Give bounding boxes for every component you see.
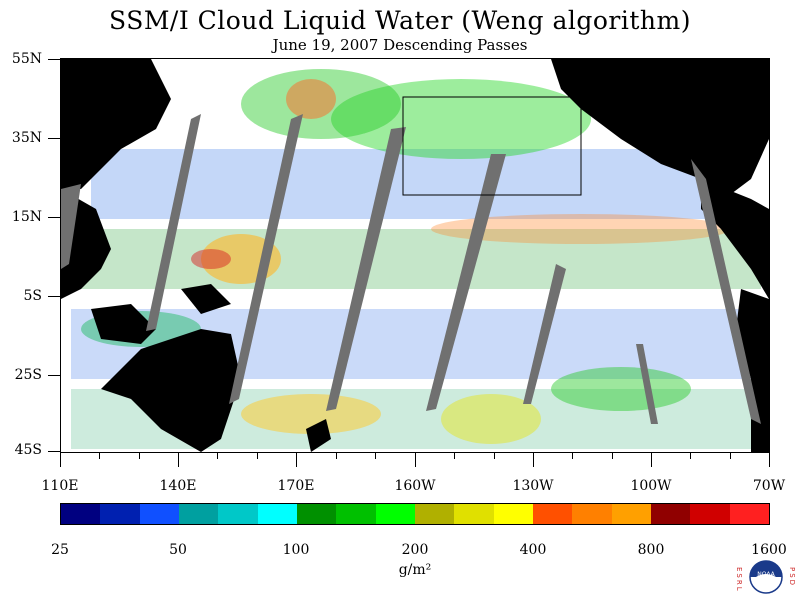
y-tick [48,451,60,452]
colorbar-swatch-16 [690,504,730,524]
x-minor-tick [730,453,731,459]
colorbar-label: 100 [282,542,310,558]
colorbar-swatch-0 [61,504,101,524]
x-minor-tick [572,453,573,459]
lon-label-160w: 160W [394,478,436,494]
y-tick [48,138,60,139]
colorbar-label: 1600 [751,542,787,558]
logo-right-text: PSD [788,567,796,587]
logo-left-text: ESRL [735,567,743,593]
x-tick [533,453,534,467]
colorbar-label: 200 [401,542,429,558]
colorbar-swatch-7 [336,504,376,524]
colorbar-swatch-9 [414,504,455,524]
colorbar-swatch-6 [296,504,337,524]
y-tick [48,217,60,218]
x-tick [769,453,770,467]
x-minor-tick [257,453,258,459]
y-tick [48,375,60,376]
lat-label-5s: 5S [23,288,43,304]
x-minor-tick [217,453,218,459]
noaa-logo: NOAA ESRL PSD [735,560,796,594]
colorbar-swatch-8 [375,504,415,524]
lon-label-100w: 100W [630,478,672,494]
lon-label-170e: 170E [277,478,315,494]
colorbar-swatch-14 [611,504,651,524]
colorbar [60,503,770,525]
lon-label-110e: 110E [41,478,79,494]
colorbar-swatch-12 [532,504,573,524]
cloud-water-map [60,58,770,453]
colorbar-label: 50 [169,542,187,558]
x-minor-tick [139,453,140,459]
colorbar-label: 800 [637,542,665,558]
logo-center-text: NOAA [757,571,775,578]
lat-label-35n: 35N [11,130,42,146]
colorbar-swatch-3 [178,504,219,524]
x-tick [415,453,416,467]
map-graphic [61,59,769,452]
lat-label-55n: 55N [11,51,42,67]
colorbar-swatch-11 [493,504,533,524]
x-minor-tick [454,453,455,459]
lon-label-140e: 140E [159,478,197,494]
colorbar-label: 400 [519,542,547,558]
colorbar-swatch-1 [100,504,140,524]
colorbar-swatch-10 [454,504,494,524]
colorbar-swatch-2 [139,504,179,524]
x-minor-tick [494,453,495,459]
lat-label-15n: 15N [11,209,42,225]
colorbar-label: 25 [51,542,69,558]
lon-label-70w: 70W [752,478,786,494]
lat-label-25s: 25S [14,367,42,383]
x-tick [60,453,61,467]
colorbar-swatch-13 [572,504,612,524]
colorbar-swatch-5 [257,504,297,524]
x-tick [296,453,297,467]
x-tick [178,453,179,467]
colorbar-swatch-15 [650,504,691,524]
colorbar-swatch-17 [729,504,769,524]
x-minor-tick [612,453,613,459]
x-tick [651,453,652,467]
map-title: SSM/I Cloud Liquid Water (Weng algorithm… [109,6,691,35]
lon-label-130w: 130W [512,478,554,494]
map-subtitle: June 19, 2007 Descending Passes [272,36,528,54]
x-minor-tick [336,453,337,459]
units-label: g/m² [398,562,432,578]
x-minor-tick [375,453,376,459]
colorbar-swatch-4 [218,504,258,524]
y-tick [48,296,60,297]
lat-label-45s: 45S [14,442,42,458]
x-minor-tick [99,453,100,459]
x-minor-tick [690,453,691,459]
y-tick [48,59,60,60]
